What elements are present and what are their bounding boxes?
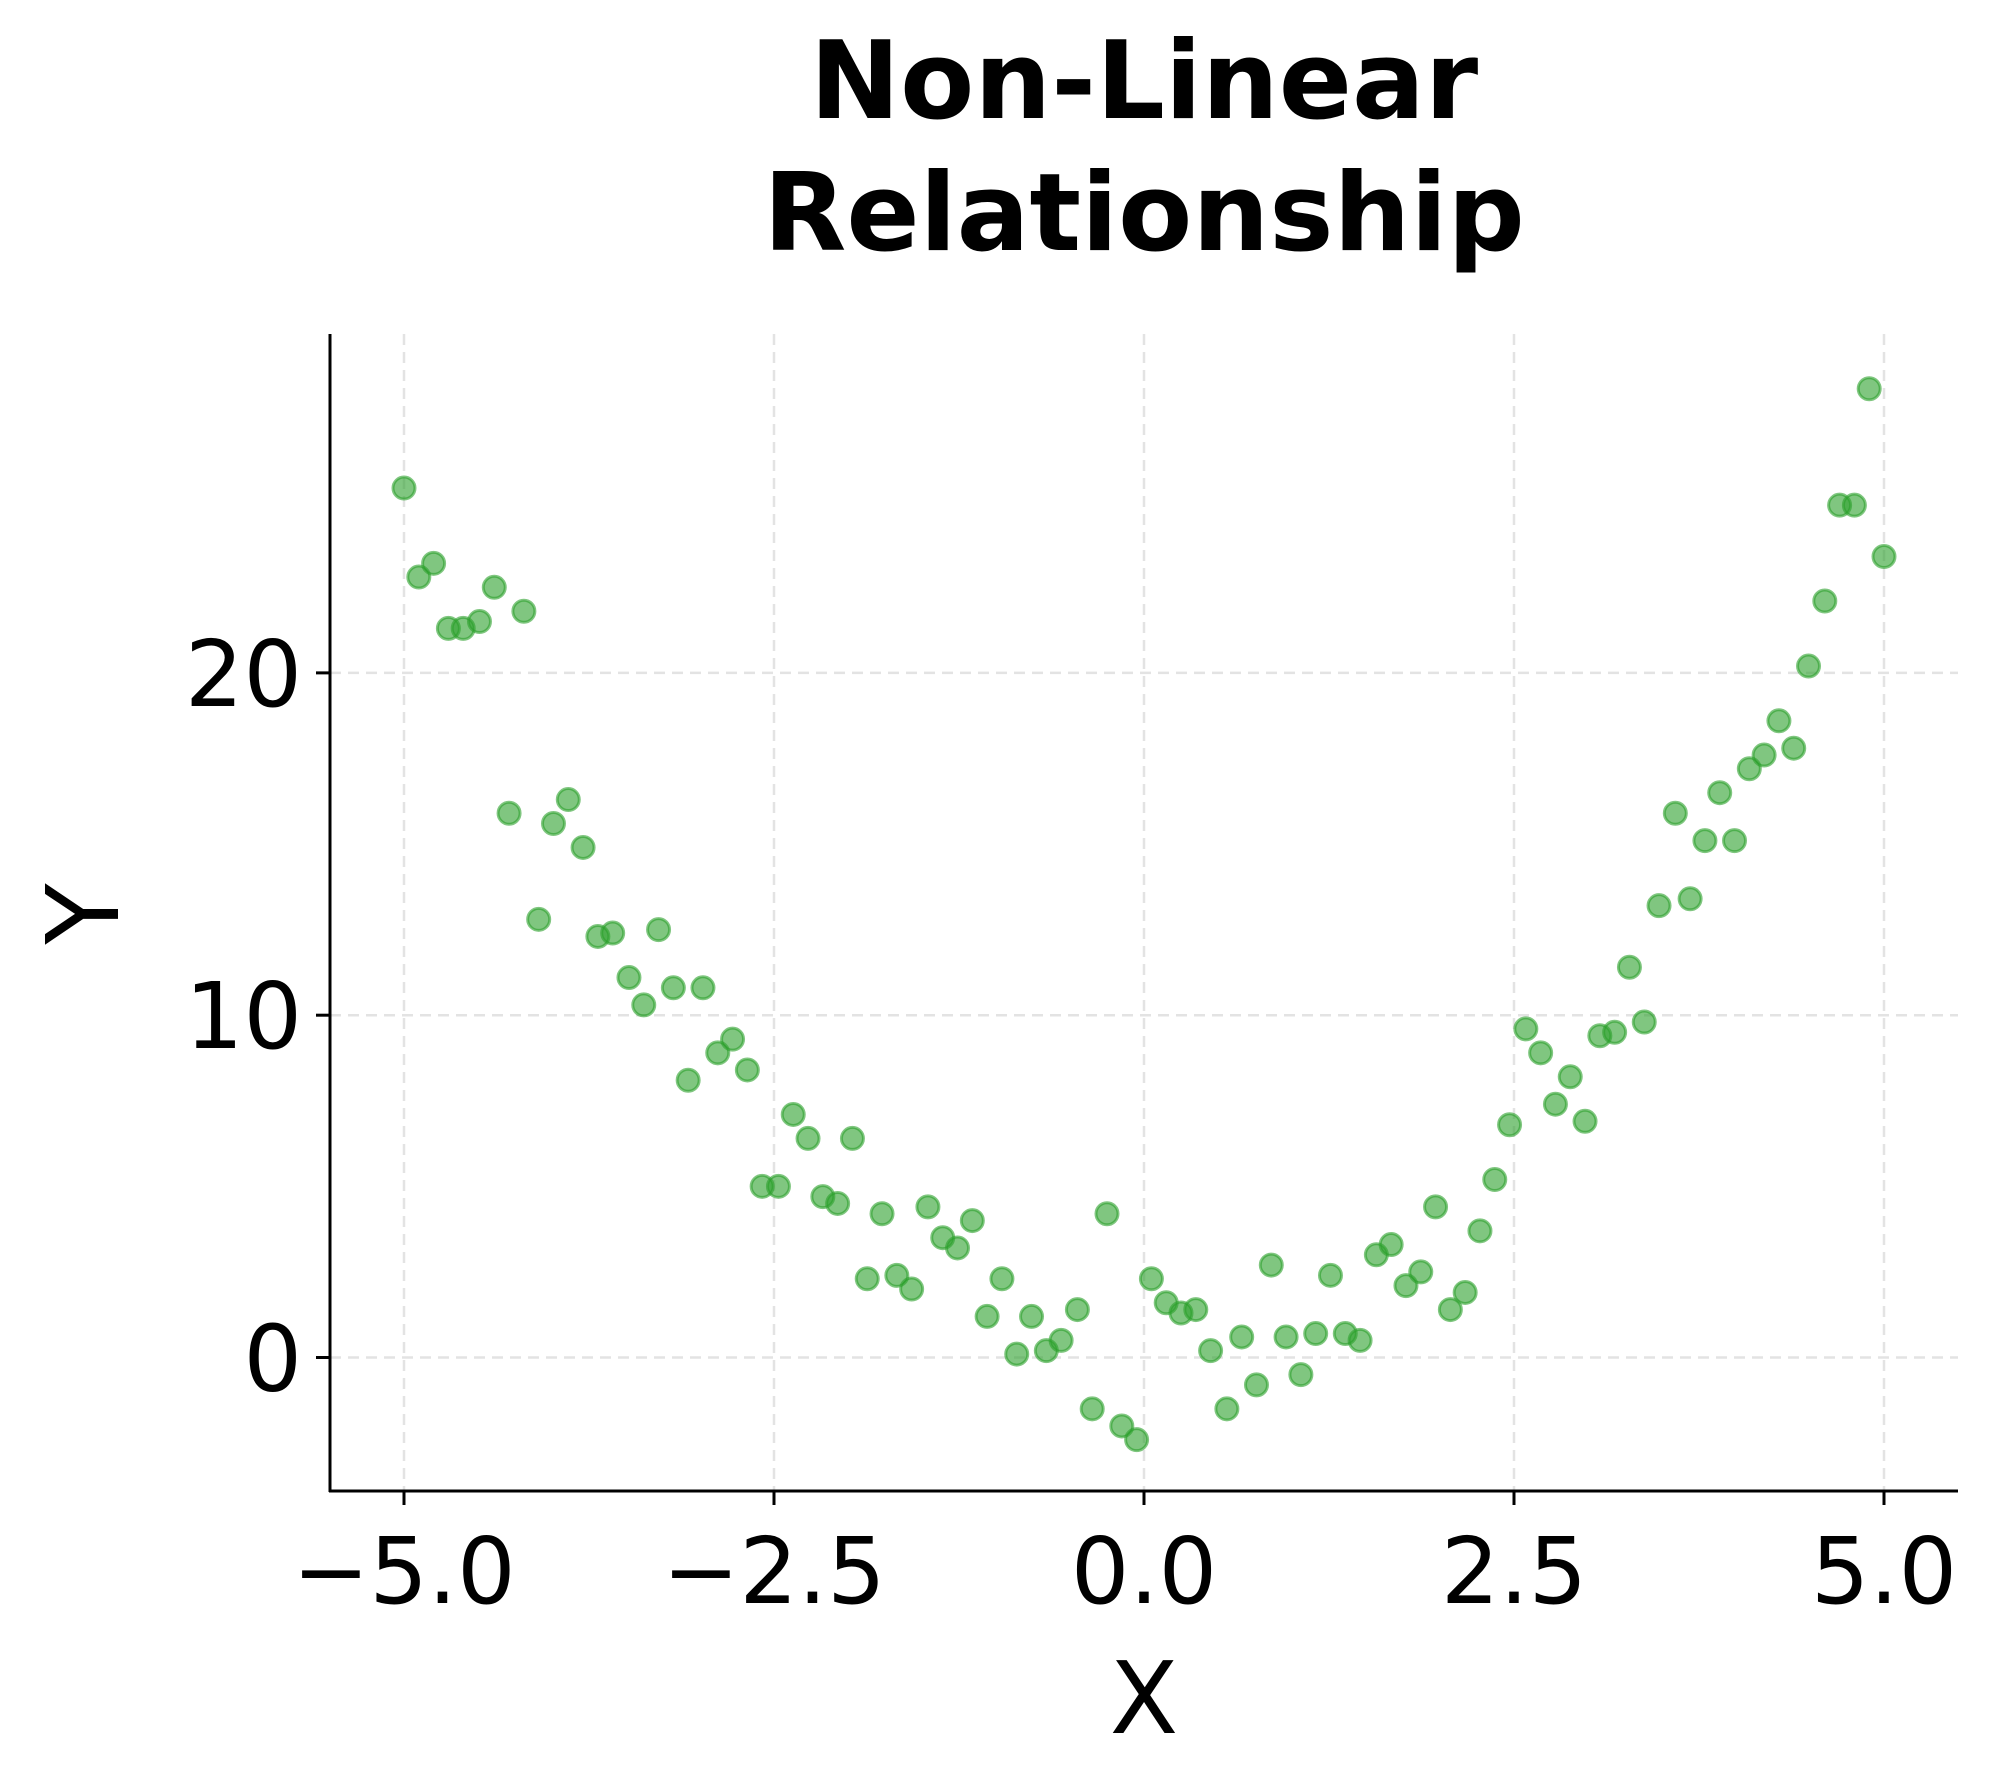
data-point [555,787,581,813]
data-point [1198,1338,1224,1364]
scatter-points [391,376,1897,1453]
data-point [1722,828,1748,854]
data-point [1542,1091,1568,1117]
data-point [1273,1324,1299,1350]
data-point [1288,1362,1314,1388]
data-point [780,1101,806,1127]
data-point [1317,1262,1343,1288]
data-point [945,1235,971,1261]
data-point [1138,1266,1164,1292]
data-point [466,609,492,635]
data-point [1214,1396,1240,1422]
data-point [720,1026,746,1052]
x-tick-label: −5.0 [292,1518,515,1625]
data-point [1467,1218,1493,1244]
data-point [1662,800,1688,826]
data-point [1408,1259,1434,1285]
data-point [1766,708,1792,734]
grid-lines [330,334,1958,1491]
y-tick-label: 20 [185,621,302,728]
data-point [481,574,507,600]
data-point [421,550,447,576]
data-point [1707,780,1733,806]
data-point [1781,735,1807,761]
data-point [959,1208,985,1234]
data-point [1602,1019,1628,1045]
data-point [570,834,596,860]
x-tick-label: 2.5 [1441,1518,1587,1625]
data-point [1303,1321,1329,1347]
data-point [1229,1324,1255,1350]
data-point [1572,1108,1598,1134]
data-point [526,906,552,932]
data-point [1452,1279,1478,1305]
y-axis-label: Y [25,883,142,946]
data-point [1243,1372,1269,1398]
data-point [1482,1167,1508,1192]
data-point [974,1303,1000,1329]
data-point [1751,742,1777,768]
x-tick-label: 5.0 [1811,1518,1957,1625]
data-point [915,1194,941,1220]
data-point [1856,376,1882,402]
data-point [616,965,642,991]
data-point [1378,1232,1404,1258]
data-point [496,800,522,826]
data-point [1124,1427,1150,1453]
data-point [1677,886,1703,912]
data-point [1796,653,1822,679]
data-point [1258,1252,1284,1278]
data-point [1019,1303,1045,1329]
data-point [1557,1064,1583,1090]
data-point [600,920,626,946]
data-point [1497,1112,1523,1138]
data-point [511,598,537,624]
data-point [869,1201,895,1227]
x-axis-label: X [1110,1640,1179,1757]
data-point [825,1190,851,1216]
chart-title-line-1: Non-Linear [810,19,1478,144]
data-point [839,1125,865,1151]
data-point [1812,588,1838,614]
data-point [1423,1194,1449,1220]
data-point [391,475,417,501]
data-point [1871,544,1897,569]
y-tick-label: 10 [185,963,302,1070]
data-point [765,1173,791,1199]
data-point [1064,1297,1090,1323]
data-point [854,1266,880,1292]
data-point [1841,492,1867,518]
data-point [734,1057,760,1083]
data-point [1004,1341,1030,1367]
data-point [1631,1009,1657,1035]
data-point [1183,1297,1209,1323]
x-axis-ticks: −5.0 −2.5 0.0 2.5 5.0 [292,1491,1957,1625]
data-point [1347,1327,1373,1353]
data-point [1513,1016,1539,1042]
data-point [540,811,566,836]
data-point [675,1067,701,1093]
data-point [660,975,686,1001]
x-tick-label: 0.0 [1071,1518,1217,1625]
data-point [1079,1396,1105,1422]
data-point [690,975,716,1001]
x-tick-label: −2.5 [662,1518,885,1625]
data-point [1528,1040,1554,1066]
data-point [989,1266,1015,1292]
chart-title-line-2: Relationship [763,151,1525,276]
data-point [1616,954,1642,980]
data-point [795,1125,821,1151]
data-point [1048,1327,1074,1353]
y-tick-label: 0 [243,1306,302,1413]
data-point [646,917,672,943]
data-point [899,1276,925,1302]
data-point [1646,893,1672,919]
data-point [631,992,657,1018]
data-point [1094,1201,1120,1227]
y-axis-ticks: 0 10 20 [185,621,330,1413]
data-point [1692,828,1718,854]
data-point [1437,1297,1463,1323]
